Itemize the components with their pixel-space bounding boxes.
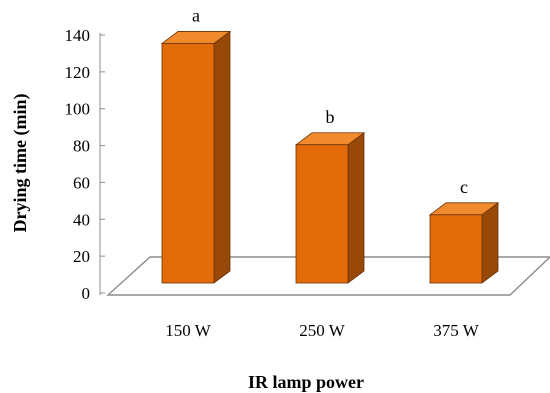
category-labels: 150 W 250 W 375 W [165,321,479,340]
y-tick-label: 60 [73,173,90,192]
bars [160,30,500,284]
y-tick-label: 80 [73,137,90,156]
bar [294,131,366,284]
chart-floor-plane [106,256,550,296]
x-axis-title: IR lamp power [248,372,364,392]
x-category-label: 375 W [433,321,479,340]
y-tick-label: 40 [73,210,90,229]
bar-side-face [213,30,231,284]
chart-floor [106,256,550,296]
bar-side-face [347,131,365,284]
significance-letter: c [460,177,468,197]
bar-front-face [295,144,349,284]
y-tick-label: 100 [65,100,91,119]
significance-letters: a b c [192,5,468,196]
bar [428,202,500,284]
y-tick-label: 140 [65,26,91,45]
y-tick-label: 120 [65,63,91,82]
bar-front-face [429,214,483,284]
significance-letter: b [326,107,335,127]
y-axis-ticks: 0 20 40 60 80 100 120 140 [65,26,105,303]
bar [160,30,232,284]
y-tick-label: 0 [82,284,91,303]
x-category-label: 150 W [165,321,211,340]
x-category-label: 250 W [299,321,345,340]
bar-front-face [161,43,215,284]
y-axis-title: Drying time (min) [10,94,31,233]
bar-side-face [481,202,499,284]
y-tick-label: 20 [73,247,90,266]
significance-letter: a [192,5,200,25]
